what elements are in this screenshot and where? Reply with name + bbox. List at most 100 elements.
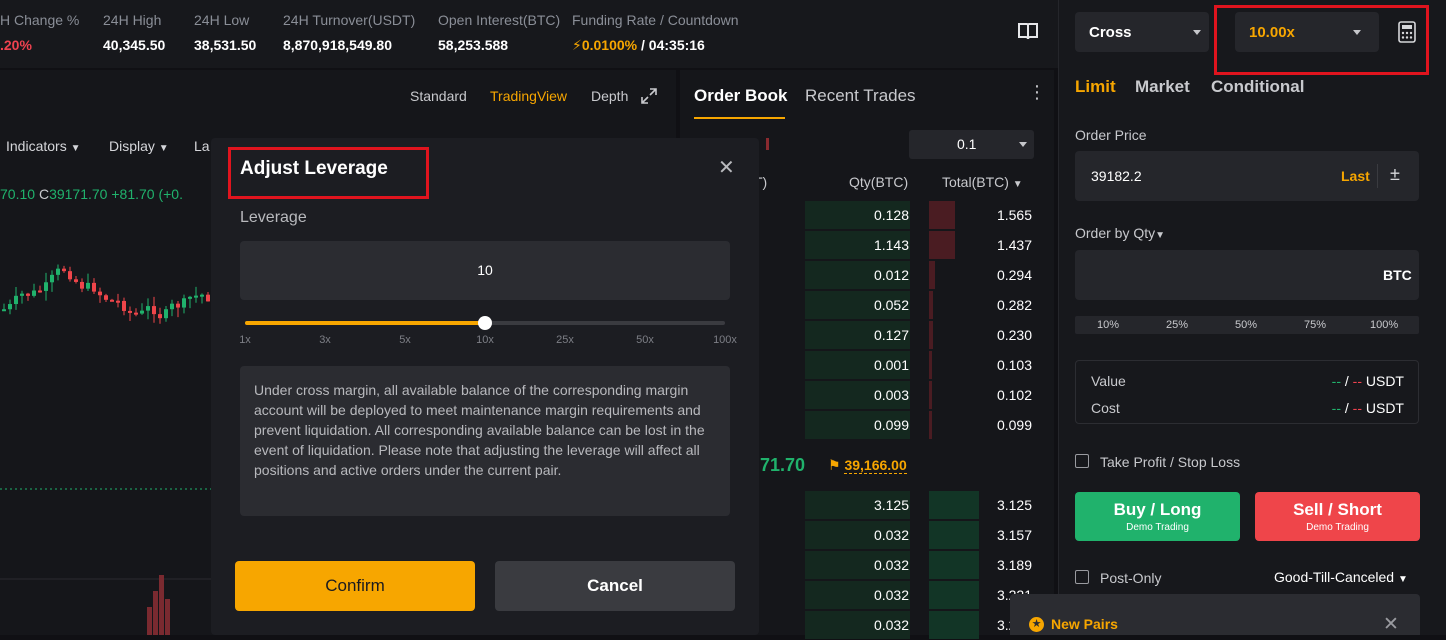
candle-body: [134, 312, 138, 315]
percent-10[interactable]: 10%: [1097, 319, 1120, 331]
margin-mode-select[interactable]: Cross: [1075, 12, 1209, 52]
tick-100x[interactable]: 100x: [713, 334, 737, 346]
bid-row[interactable]: 3.125 3.125: [680, 490, 1054, 520]
close-icon[interactable]: ✕: [718, 157, 735, 179]
expand-icon[interactable]: [640, 87, 658, 110]
ask-row[interactable]: 0.099 0.099: [680, 410, 1054, 440]
layout-menu[interactable]: La: [194, 138, 210, 154]
candle-body: [38, 290, 42, 293]
qty-input[interactable]: BTC: [1075, 250, 1419, 300]
cancel-button[interactable]: Cancel: [495, 561, 735, 611]
cross-margin-note: Under cross margin, all available balanc…: [240, 366, 730, 516]
tab-standard[interactable]: Standard: [410, 88, 467, 104]
order-by-qty-menu[interactable]: Order by Qty▼: [1075, 225, 1165, 241]
tick-3x[interactable]: 3x: [319, 334, 331, 346]
display-menu[interactable]: Display ▼: [109, 138, 169, 154]
percent-slider[interactable]: 10% 25% 50% 75% 100%: [1075, 316, 1419, 334]
adjust-leverage-modal: Adjust Leverage ✕ Leverage 10 1x 3x 5x 1…: [211, 138, 759, 635]
confirm-button[interactable]: Confirm: [235, 561, 475, 611]
tpsl-checkbox[interactable]: [1075, 454, 1089, 468]
ask-row[interactable]: 0.001 0.103: [680, 350, 1054, 380]
volume-bar: [153, 591, 158, 635]
candle-body: [8, 304, 12, 310]
tick-1x[interactable]: 1x: [239, 334, 251, 346]
tab-conditional[interactable]: Conditional: [1211, 77, 1305, 96]
leverage-slider-track[interactable]: [245, 316, 725, 330]
candle-body: [14, 295, 18, 305]
leverage-value: 10.00x: [1249, 24, 1295, 41]
chevron-down-icon: ▼: [1155, 230, 1166, 241]
tab-order-book[interactable]: Order Book: [694, 86, 788, 105]
indicators-menu[interactable]: Indicators ▼: [6, 138, 81, 154]
active-tab-underline: [694, 117, 785, 119]
leverage-input[interactable]: 10: [240, 241, 730, 300]
ask-qty-bar: [805, 201, 910, 229]
cost-unit: USDT: [1365, 400, 1404, 416]
ask-row[interactable]: 0.127 0.230: [680, 320, 1054, 350]
ask-qty: 0.127: [873, 327, 909, 343]
time-in-force-select[interactable]: Good-Till-Canceled ▼: [1274, 569, 1408, 585]
buy-sub: Demo Trading: [1126, 522, 1189, 533]
ask-row[interactable]: 0.052 0.282: [680, 290, 1054, 320]
candle-body: [56, 268, 60, 275]
percent-75[interactable]: 75%: [1304, 319, 1327, 331]
post-only-checkbox[interactable]: [1075, 570, 1089, 584]
ohlc-change: +81.70 (+0.: [111, 186, 183, 202]
precision-select[interactable]: 0.1: [909, 130, 1034, 159]
value-max: --: [1352, 373, 1362, 389]
percent-25[interactable]: 25%: [1166, 319, 1189, 331]
last-price-value: 71.70: [760, 455, 806, 475]
bid-qty-bar: [805, 491, 910, 519]
ask-row[interactable]: 0.003 0.102: [680, 380, 1054, 410]
tab-limit[interactable]: Limit: [1075, 77, 1116, 96]
ask-total: 1.565: [996, 207, 1032, 223]
tab-recent-trades[interactable]: Recent Trades: [805, 86, 916, 105]
tick-25x[interactable]: 25x: [556, 334, 574, 346]
bid-row[interactable]: 0.032 3.189: [680, 550, 1054, 580]
bid-row[interactable]: 0.032 3.157: [680, 520, 1054, 550]
ticker-turnover-value: 8,870,918,549.80: [283, 37, 392, 53]
leverage-select[interactable]: 10.00x: [1235, 12, 1379, 52]
tick-50x[interactable]: 50x: [636, 334, 654, 346]
tick-10x[interactable]: 10x: [476, 334, 494, 346]
candle-body: [188, 296, 192, 299]
plus-minus-icon[interactable]: ±: [1390, 164, 1400, 184]
candle-body: [98, 291, 102, 296]
ask-row[interactable]: 0.012 0.294: [680, 260, 1054, 290]
bid-qty: 0.032: [873, 587, 909, 603]
ask-total: 0.102: [996, 387, 1032, 403]
tab-market[interactable]: Market: [1135, 77, 1190, 96]
order-price-value: 39182.2: [1091, 168, 1142, 184]
chevron-down-icon: [1353, 30, 1361, 35]
last-price-button[interactable]: Last: [1341, 168, 1370, 184]
candle-body: [92, 282, 96, 292]
candle-body: [170, 303, 174, 310]
tick-5x[interactable]: 5x: [399, 334, 411, 346]
percent-100[interactable]: 100%: [1370, 319, 1399, 331]
percent-50[interactable]: 50%: [1235, 319, 1258, 331]
candle-body: [110, 299, 114, 302]
ask-total: 1.437: [996, 237, 1032, 253]
ask-row[interactable]: 0.128 1.565: [680, 200, 1054, 230]
ticker-open-interest: Open Interest(BTC) 58,253.588: [438, 12, 560, 53]
new-pairs-toast[interactable]: ★ New Pairs ✕: [1010, 594, 1420, 635]
mark-price-value: 39,166.00: [844, 457, 907, 474]
ticker-high-label: 24H High: [103, 12, 162, 28]
order-price-input[interactable]: 39182.2 Last ±: [1075, 151, 1419, 201]
more-options-icon[interactable]: ⋮: [1028, 82, 1046, 102]
ask-row[interactable]: 1.143 1.437: [680, 230, 1054, 260]
tab-depth[interactable]: Depth: [591, 88, 629, 104]
sell-short-button[interactable]: Sell / Short Demo Trading: [1255, 492, 1420, 541]
value-slash: /: [1340, 373, 1353, 389]
buy-long-button[interactable]: Buy / Long Demo Trading: [1075, 492, 1240, 541]
leverage-slider-handle[interactable]: [478, 316, 492, 330]
col-total-header[interactable]: Total(BTC) ▼: [942, 174, 1023, 190]
calculator-icon[interactable]: [1398, 21, 1416, 48]
book-view-asks-icon[interactable]: [766, 138, 780, 150]
tab-tradingview[interactable]: TradingView: [490, 88, 568, 104]
close-icon[interactable]: ✕: [1383, 614, 1399, 635]
candlestick-chart[interactable]: [0, 220, 215, 635]
book-icon[interactable]: [1017, 21, 1039, 41]
